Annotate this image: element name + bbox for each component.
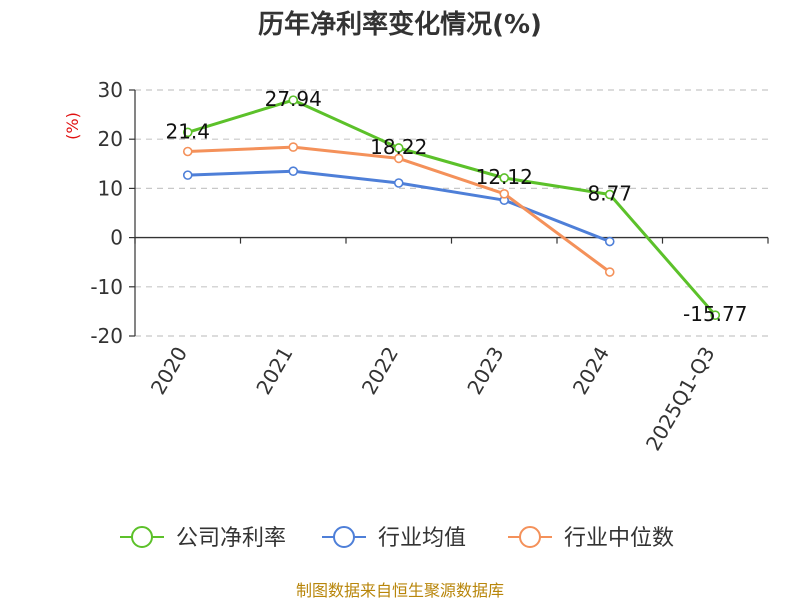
series-point-1 <box>288 166 299 176</box>
y-axis-label: (%) <box>63 112 82 140</box>
data-label: 21.4 <box>165 119 210 143</box>
series-point-0 <box>393 143 404 153</box>
x-tick-label: 2024 <box>568 343 614 399</box>
x-tick-label: 2025Q1-Q3 <box>641 343 720 455</box>
series-point-0 <box>710 310 721 320</box>
series-layer <box>182 95 721 320</box>
legend-label: 公司净利率 <box>176 526 286 551</box>
x-tick-label: 2020 <box>146 343 192 399</box>
series-line-2 <box>187 145 611 274</box>
source-note: 制图数据来自恒生聚源数据库 <box>296 581 504 600</box>
series-point-2 <box>182 146 193 157</box>
series-point-0 <box>604 189 615 200</box>
y-tick-label: -10 <box>90 275 123 299</box>
data-label: 8.77 <box>587 181 632 205</box>
y-tick-label: 20 <box>98 127 123 151</box>
axes <box>129 89 769 337</box>
y-tick-label: 10 <box>98 176 123 200</box>
data-label: 18.22 <box>370 135 427 159</box>
series-point-2 <box>393 153 404 164</box>
data-label: 12.12 <box>476 165 533 189</box>
data-label: -15.77 <box>683 302 747 326</box>
y-tick-labels: 30 20 10 0 -10 -20 <box>90 78 123 348</box>
x-tick-labels: 2020 2021 2022 2023 2024 2025Q1-Q3 <box>146 343 720 455</box>
series-point-2 <box>604 267 615 277</box>
x-tick-label: 2023 <box>462 343 508 399</box>
data-labels: 21.4 27.94 18.22 12.12 8.77 -15.77 <box>165 87 747 326</box>
legend-marker <box>519 526 541 548</box>
grid-lines <box>135 89 768 337</box>
series-point-1 <box>393 178 404 188</box>
series-point-2 <box>499 189 510 199</box>
series-point-0 <box>182 127 193 138</box>
series-point-2 <box>288 142 299 152</box>
x-tick-label: 2022 <box>357 343 403 399</box>
legend-label: 行业中位数 <box>564 526 674 551</box>
series-point-1 <box>604 236 615 247</box>
series-point-1 <box>182 170 193 180</box>
x-tick-label: 2021 <box>251 343 297 399</box>
legend: 公司净利率 行业均值 行业中位数 <box>120 526 674 551</box>
series-line-0 <box>187 98 717 317</box>
y-tick-label: -20 <box>90 324 123 348</box>
data-label: 27.94 <box>265 87 322 111</box>
series-point-0 <box>499 173 510 183</box>
legend-marker <box>131 526 153 548</box>
y-tick-label: 30 <box>98 78 123 102</box>
legend-marker <box>333 526 355 548</box>
legend-label: 行业均值 <box>378 526 466 551</box>
series-point-0 <box>288 95 299 105</box>
chart-title: 历年净利率变化情况(%) <box>258 9 542 40</box>
y-tick-label: 0 <box>110 226 123 250</box>
